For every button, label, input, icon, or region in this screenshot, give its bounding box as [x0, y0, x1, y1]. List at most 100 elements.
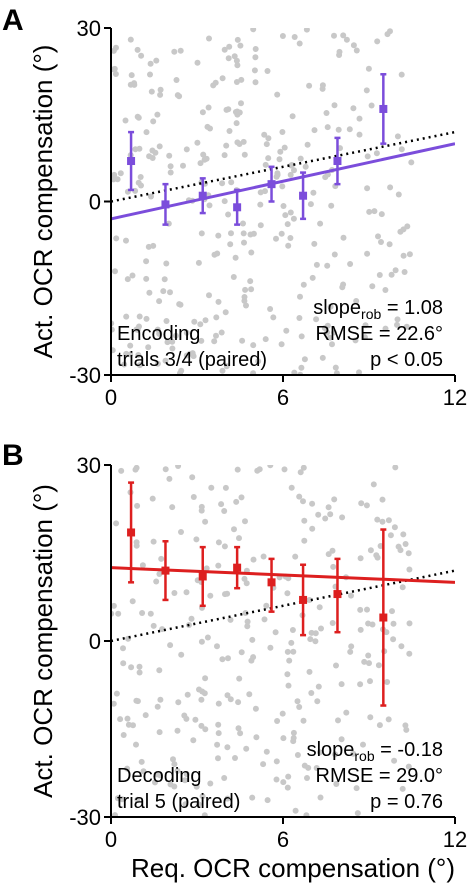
- raw-point: [175, 699, 182, 706]
- raw-point: [115, 610, 122, 617]
- raw-point: [398, 643, 405, 650]
- raw-point: [363, 502, 370, 509]
- raw-point: [357, 681, 364, 688]
- raw-point: [111, 47, 117, 54]
- mean-marker: [333, 590, 342, 599]
- raw-point: [335, 126, 342, 133]
- raw-point: [225, 211, 232, 218]
- identity-line: [111, 130, 455, 203]
- raw-point: [121, 361, 128, 368]
- raw-point: [242, 610, 249, 616]
- raw-point: [265, 135, 272, 142]
- raw-point: [280, 779, 287, 786]
- raw-point: [203, 565, 210, 572]
- raw-point: [378, 239, 384, 245]
- raw-point: [385, 716, 392, 723]
- condition-sublabel: trial 5 (paired): [117, 791, 240, 813]
- raw-point: [294, 698, 301, 705]
- identity-line: [111, 569, 455, 643]
- raw-point: [234, 466, 241, 473]
- raw-point: [285, 682, 292, 689]
- raw-point: [167, 642, 174, 649]
- raw-point: [249, 794, 256, 801]
- raw-point: [111, 700, 117, 707]
- raw-point: [228, 230, 234, 237]
- mean-marker: [267, 578, 276, 587]
- raw-point: [360, 741, 366, 748]
- raw-point: [281, 144, 288, 151]
- raw-point: [308, 629, 315, 636]
- raw-point: [308, 690, 315, 696]
- raw-point: [311, 240, 318, 247]
- raw-point: [158, 555, 165, 562]
- raw-point: [289, 113, 296, 120]
- raw-point: [202, 675, 209, 682]
- raw-point: [354, 810, 361, 817]
- raw-point: [184, 691, 191, 698]
- raw-point: [166, 475, 173, 482]
- binned-means: [127, 73, 388, 226]
- raw-point: [143, 275, 150, 282]
- x-tick-label: 12: [443, 827, 467, 852]
- raw-point: [353, 47, 360, 54]
- raw-point: [361, 334, 368, 341]
- raw-point: [235, 725, 242, 732]
- raw-point: [199, 109, 206, 116]
- raw-point: [167, 163, 174, 170]
- raw-point: [160, 288, 167, 295]
- raw-point: [242, 518, 248, 525]
- raw-point: [263, 602, 270, 609]
- raw-point: [304, 775, 310, 781]
- raw-point: [370, 481, 377, 488]
- raw-point: [304, 141, 311, 148]
- mean-marker: [233, 203, 242, 212]
- raw-point: [273, 758, 280, 765]
- raw-point: [167, 781, 174, 788]
- raw-point: [207, 780, 214, 787]
- raw-point: [310, 189, 317, 196]
- raw-point: [301, 356, 308, 363]
- raw-point: [398, 71, 405, 78]
- raw-point: [297, 293, 303, 300]
- raw-point: [296, 493, 303, 500]
- raw-point: [227, 696, 234, 703]
- plot-area: [111, 28, 455, 375]
- raw-point: [283, 327, 290, 334]
- raw-point: [385, 517, 392, 524]
- raw-point: [251, 67, 258, 74]
- raw-point: [406, 650, 413, 657]
- raw-point: [226, 43, 233, 50]
- raw-point: [348, 643, 355, 650]
- raw-point: [406, 620, 413, 627]
- raw-point: [288, 639, 295, 646]
- raw-point: [182, 777, 188, 784]
- raw-point: [401, 269, 408, 275]
- raw-point: [156, 729, 163, 736]
- raw-point: [322, 515, 329, 522]
- raw-point: [298, 333, 305, 340]
- raw-point: [120, 645, 126, 652]
- raw-point: [263, 748, 270, 755]
- raw-point: [281, 466, 288, 473]
- raw-point: [174, 767, 181, 774]
- y-tick-label: -30: [69, 805, 101, 830]
- raw-point: [253, 734, 260, 741]
- raw-point: [288, 484, 295, 491]
- slope-stat: sloperob = 1.08: [313, 297, 443, 322]
- raw-point: [399, 785, 406, 792]
- raw-point: [406, 251, 413, 258]
- raw-point: [138, 52, 145, 59]
- panel-letter: A: [2, 4, 24, 37]
- raw-point: [287, 171, 294, 178]
- raw-point: [127, 351, 134, 358]
- raw-point: [267, 465, 274, 469]
- y-tick-label: 0: [89, 190, 101, 215]
- raw-point: [252, 705, 259, 712]
- rmse-stat: RMSE = 22.6°: [316, 323, 444, 345]
- raw-point: [136, 663, 143, 670]
- raw-point: [387, 184, 394, 191]
- mean-marker: [233, 563, 242, 572]
- raw-point: [306, 82, 313, 89]
- raw-point: [252, 46, 259, 52]
- raw-point: [120, 660, 127, 667]
